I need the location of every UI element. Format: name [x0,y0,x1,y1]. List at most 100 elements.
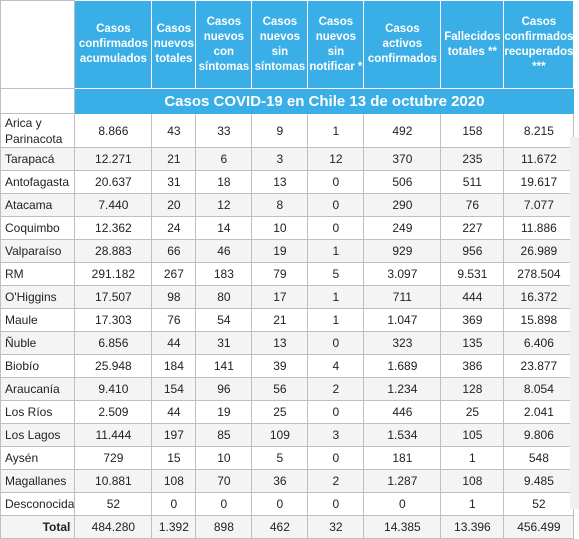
value-cell: 4 [307,354,365,378]
value-cell: 9.806 [503,423,575,447]
value-cell: 2.041 [503,400,575,424]
col-header-nuevos-sin-notificar: Casos nuevos sin notificar * [307,0,365,89]
value-cell: 44 [151,400,197,424]
value-cell: 28.883 [74,239,153,263]
value-cell: 56 [251,377,309,401]
value-cell: 446 [363,400,442,424]
value-cell: 2 [307,469,365,493]
region-name-cell: O'Higgins [0,285,76,309]
value-cell: 43 [151,113,197,148]
region-name-cell: Ñuble [0,331,76,355]
total-value-cell: 32 [307,515,365,539]
value-cell: 1.234 [363,377,442,401]
value-cell: 12 [195,193,253,217]
value-cell: 9.485 [503,469,575,493]
value-cell: 1.047 [363,308,442,332]
value-cell: 39 [251,354,309,378]
value-cell: 13 [251,331,309,355]
value-cell: 0 [307,193,365,217]
region-name-cell: Tarapacá [0,147,76,171]
value-cell: 290 [363,193,442,217]
region-name-cell: Coquimbo [0,216,76,240]
value-cell: 492 [363,113,442,148]
value-cell: 3.097 [363,262,442,286]
col-header-nuevos-con-sintomas: Casos nuevos con síntomas [195,0,253,89]
value-cell: 18 [195,170,253,194]
value-cell: 5 [307,262,365,286]
value-cell: 267 [151,262,197,286]
value-cell: 0 [307,170,365,194]
value-cell: 369 [440,308,505,332]
value-cell: 181 [363,446,442,470]
table-row: Biobío 25.948 184 141 39 4 1.689 386 23.877 [0,354,575,378]
value-cell: 70 [195,469,253,493]
value-cell: 158 [440,113,505,148]
value-cell: 13 [251,170,309,194]
value-cell: 183 [195,262,253,286]
value-cell: 197 [151,423,197,447]
col-header-fallecidos-totales: Fallecidos totales ** [440,0,505,89]
value-cell: 105 [440,423,505,447]
col-header-confirmados-recuperados: Casos confirmados recuperados *** [503,0,575,89]
region-name-cell: Valparaíso [0,239,76,263]
value-cell: 1 [307,239,365,263]
value-cell: 506 [363,170,442,194]
col-header-confirmados-acumulados: Casos confirmados acumulados [74,0,153,89]
value-cell: 11.444 [74,423,153,447]
value-cell: 729 [74,446,153,470]
table-row: Ñuble 6.856 44 31 13 0 323 135 6.406 [0,331,575,355]
value-cell: 76 [440,193,505,217]
total-value-cell: 14.385 [363,515,442,539]
value-cell: 8.215 [503,113,575,148]
vertical-scrollbar[interactable] [570,137,579,509]
value-cell: 98 [151,285,197,309]
value-cell: 66 [151,239,197,263]
table-row: Tarapacá 12.271 21 6 3 12 370 235 11.672 [0,147,575,171]
value-cell: 21 [151,147,197,171]
value-cell: 3 [307,423,365,447]
region-name-cell: Desconocida [0,492,76,516]
value-cell: 108 [440,469,505,493]
table-row: RM 291.182 267 183 79 5 3.097 9.531 278.504 [0,262,575,286]
value-cell: 33 [195,113,253,148]
value-cell: 17.507 [74,285,153,309]
value-cell: 10 [195,446,253,470]
table-row: Arica y Parinacota 8.866 43 33 9 1 492 158 8.215 [0,113,575,148]
total-value-cell: 484.280 [74,515,153,539]
value-cell: 2.509 [74,400,153,424]
value-cell: 17 [251,285,309,309]
region-name-cell: Aysén [0,446,76,470]
value-cell: 370 [363,147,442,171]
value-cell: 20.637 [74,170,153,194]
region-name-cell: Biobío [0,354,76,378]
value-cell: 1 [307,113,365,148]
value-cell: 227 [440,216,505,240]
value-cell: 20 [151,193,197,217]
region-name-cell: RM [0,262,76,286]
value-cell: 0 [307,216,365,240]
value-cell: 11.672 [503,147,575,171]
value-cell: 10 [251,216,309,240]
value-cell: 5 [251,446,309,470]
table-row: Araucanía 9.410 154 96 56 2 1.234 128 8.054 [0,377,575,401]
value-cell: 44 [151,331,197,355]
table-row: O'Higgins 17.507 98 80 17 1 711 444 16.372 [0,285,575,309]
value-cell: 128 [440,377,505,401]
value-cell: 25 [440,400,505,424]
table-row: Los Ríos 2.509 44 19 25 0 446 25 2.041 [0,400,575,424]
value-cell: 135 [440,331,505,355]
table-row: Desconocida 52 0 0 0 0 0 1 52 [0,492,575,516]
value-cell: 386 [440,354,505,378]
value-cell: 8.054 [503,377,575,401]
title-corner [0,88,76,114]
value-cell: 6 [195,147,253,171]
header-row: Casos confirmados acumulados Casos nuevo… [0,0,575,89]
value-cell: 7.440 [74,193,153,217]
value-cell: 8.866 [74,113,153,148]
value-cell: 2 [307,377,365,401]
value-cell: 21 [251,308,309,332]
value-cell: 1.534 [363,423,442,447]
value-cell: 109 [251,423,309,447]
